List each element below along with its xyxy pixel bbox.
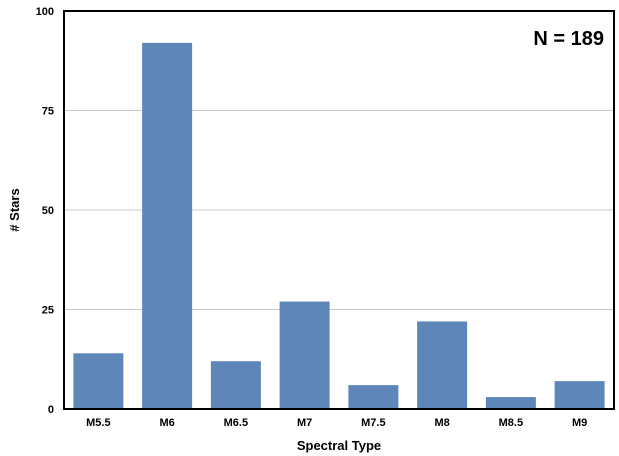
bar-m6	[142, 42, 193, 410]
y-axis-title: # Stars	[7, 188, 22, 231]
x-tick-label: M6	[159, 417, 174, 429]
x-tick-label: M6.5	[224, 417, 248, 429]
y-tick-labels: 0 25 50 75 100	[36, 6, 54, 416]
x-tick-label: M8	[434, 417, 449, 429]
x-tick-label: M7	[297, 417, 312, 429]
bar-m7-5	[348, 385, 399, 409]
plot-frame	[63, 10, 615, 410]
bars	[73, 42, 605, 410]
x-tick-label: M7.5	[361, 417, 385, 429]
x-tick-label: M8.5	[499, 417, 523, 429]
y-tick-label: 0	[48, 404, 54, 416]
y-tick-label: 50	[42, 205, 54, 217]
x-tick-labels: M5.5 M6 M6.5 M7 M7.5 M8 M8.5 M9	[86, 417, 587, 429]
bar-m8-5	[485, 397, 536, 409]
bar-m5-5	[73, 353, 124, 409]
x-tick-label: M5.5	[86, 417, 110, 429]
bar-m9	[554, 381, 605, 409]
y-tick-label: 100	[36, 6, 54, 18]
y-tick-label: 25	[42, 305, 54, 317]
y-tick-label: 75	[42, 106, 54, 118]
bar-m6-5	[210, 361, 261, 409]
bar-m7	[279, 301, 330, 409]
sample-size-annotation: N = 189	[533, 28, 604, 50]
x-tick-label: M9	[572, 417, 587, 429]
bar-m8	[417, 321, 468, 409]
x-axis-title: Spectral Type	[297, 438, 381, 453]
